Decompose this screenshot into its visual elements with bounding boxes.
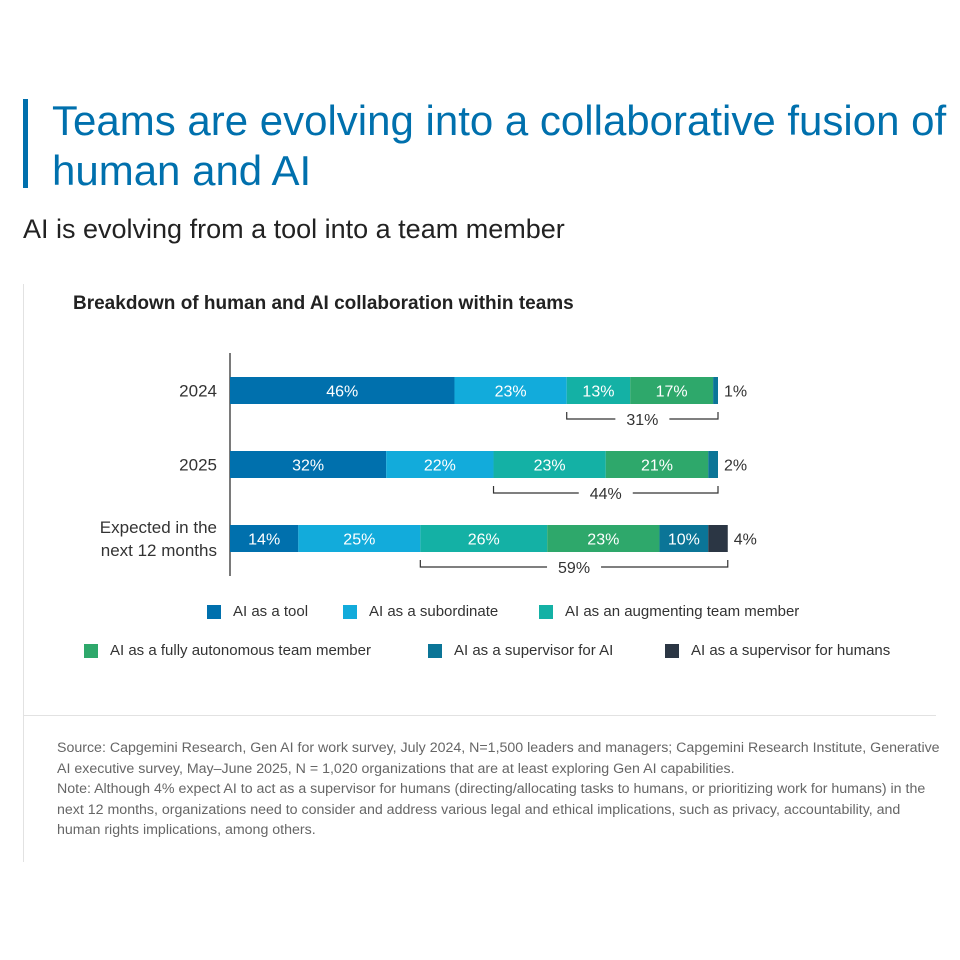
- bar-segment: [420, 525, 548, 552]
- bar-value-label: 22%: [424, 458, 456, 475]
- bracket-total-label: 44%: [590, 486, 622, 503]
- source-divider: [23, 715, 936, 716]
- bar-value-label: 21%: [641, 458, 673, 475]
- bar-segment: [230, 451, 387, 478]
- legend-swatch: [343, 604, 357, 619]
- legend-swatch: [84, 643, 98, 658]
- legend-swatch: [207, 604, 221, 619]
- bar-value-label: 25%: [343, 532, 375, 549]
- legend-swatch: [539, 604, 553, 619]
- bracket-total-label: 31%: [626, 412, 658, 429]
- category-label: 2025: [179, 456, 217, 475]
- title-accent-bar: [23, 99, 28, 188]
- bar-value-label: 10%: [668, 532, 700, 549]
- bar-segment: [386, 451, 494, 478]
- bar-end-label: 2%: [724, 458, 747, 475]
- bar-value-label: 46%: [326, 384, 358, 401]
- page-subtitle: AI is evolving from a tool into a team m…: [23, 214, 565, 244]
- chart-title: Breakdown of human and AI collaboration …: [73, 293, 574, 314]
- total-bracket: [566, 412, 719, 420]
- bar-value-label: 23%: [534, 458, 566, 475]
- bar-segment: [708, 525, 728, 552]
- legend-label: AI as a supervisor for AI: [454, 642, 614, 659]
- bar-value-label: 14%: [248, 532, 280, 549]
- legend-item: AI as a fully autonomous team member: [84, 642, 371, 659]
- bar-segment: [605, 451, 709, 478]
- source-text: Source: Capgemini Research, Gen AI for w…: [57, 740, 940, 777]
- stacked-bar-chart: 2024 46% 23% 13% 17% 1% 31% 2025 32% 22% 23% 21% 2% 4…: [100, 353, 757, 577]
- source-notes: Source: Capgemini Research, Gen AI for w…: [57, 738, 942, 841]
- category-label: Expected in the next 12 months: [100, 518, 217, 560]
- bar-value-label: 17%: [656, 384, 688, 401]
- page-title: Teams are evolving into a collaborative …: [52, 97, 947, 194]
- bar-value-label: 26%: [468, 532, 500, 549]
- bar-segment: [713, 377, 718, 404]
- bar-segment: [493, 451, 606, 478]
- bar-value-label: 13%: [582, 384, 614, 401]
- bar-segment: [454, 377, 567, 404]
- legend-item: AI as a tool: [207, 603, 308, 620]
- bar-value-label: 23%: [587, 532, 619, 549]
- bar-segment: [566, 377, 631, 404]
- total-bracket: [492, 486, 719, 494]
- legend-swatch: [428, 643, 442, 658]
- bar-segment: [630, 377, 714, 404]
- legend-item: AI as an augmenting team member: [539, 603, 799, 620]
- bracket-total-label: 59%: [558, 560, 590, 577]
- bar-end-label: 4%: [734, 532, 757, 549]
- note-text: Note: Although 4% expect AI to act as a …: [57, 781, 926, 838]
- bar-value-label: 23%: [495, 384, 527, 401]
- bar-segment: [659, 525, 709, 552]
- total-bracket: [419, 560, 729, 568]
- legend-item: AI as a supervisor for AI: [428, 642, 613, 659]
- legend-item: AI as a subordinate: [343, 603, 498, 620]
- bar-segment: [708, 451, 718, 478]
- legend-label: AI as a supervisor for humans: [691, 642, 891, 659]
- legend-swatch: [665, 643, 679, 658]
- legend-label: AI as a fully autonomous team member: [110, 642, 371, 659]
- bar-end-label: 1%: [724, 384, 747, 401]
- bar-segment: [230, 377, 455, 404]
- bar-value-label: 32%: [292, 458, 324, 475]
- legend-label: AI as an augmenting team member: [565, 603, 800, 620]
- bar-segment: [298, 525, 421, 552]
- panel-left-rule: [23, 284, 24, 862]
- category-label: 2024: [179, 382, 217, 401]
- legend-label: AI as a subordinate: [369, 603, 499, 620]
- bar-segment: [547, 525, 660, 552]
- legend-label: AI as a tool: [233, 603, 309, 620]
- bar-segment: [230, 525, 299, 552]
- legend-item: AI as a supervisor for humans: [665, 642, 890, 659]
